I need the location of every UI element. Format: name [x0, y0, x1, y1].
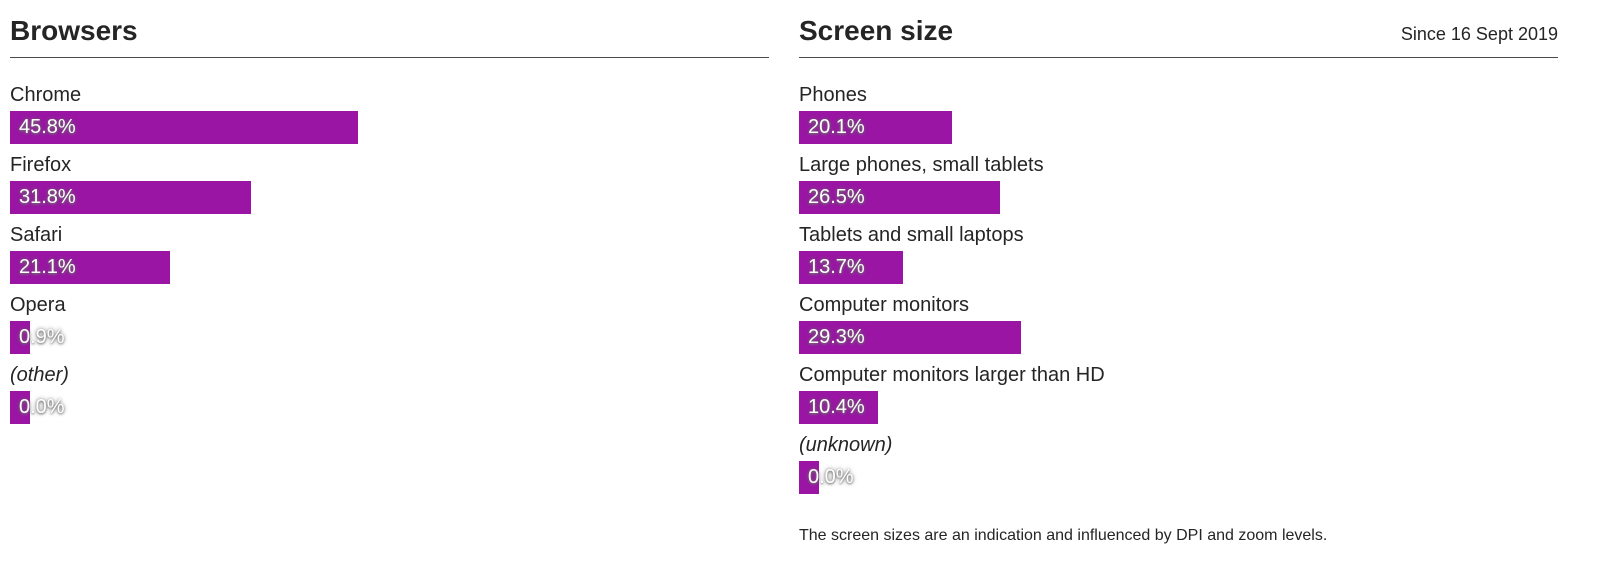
bar-rows-browsers: Chrome 45.8% Firefox 31.8% Safari 21.1% Opera 0…	[10, 83, 769, 424]
bar-value: 21.1%	[19, 256, 76, 278]
bar-row: Opera 0.9%	[10, 293, 769, 354]
bar-row: Tablets and small laptops 13.7%	[799, 223, 1558, 284]
bar-value: 20.1%	[808, 116, 865, 138]
bar-rows-screen-size: Phones 20.1% Large phones, small tablets 26…	[799, 83, 1558, 494]
bar-label: Firefox	[10, 154, 72, 176]
bar-row: Computer monitors 29.3%	[799, 293, 1558, 354]
bar-row: Firefox 31.8%	[10, 153, 769, 214]
bar-row: (unknown) 0.0%	[799, 433, 1558, 494]
bar-label: Computer monitors	[799, 294, 970, 316]
bar-label: (other)	[10, 364, 69, 386]
chart-browsers: Browsers Chrome 45.8% Firefox 31.8% Safari 21…	[10, 14, 769, 546]
bar-row: Safari 21.1%	[10, 223, 769, 284]
bar-value: 31.8%	[19, 186, 76, 208]
bar-row: Phones 20.1%	[799, 83, 1558, 144]
bar-value: 29.3%	[808, 326, 865, 348]
bar[interactable]: 0.0%	[10, 391, 65, 424]
bar-label: Large phones, small tablets	[799, 154, 1044, 176]
bar-label: Tablets and small laptops	[799, 224, 1024, 246]
chart-footnote-screen-size: The screen sizes are an indication and i…	[799, 527, 1328, 544]
bar[interactable]: 13.7%	[799, 251, 903, 284]
bar-row: (other) 0.0%	[10, 363, 769, 424]
bar[interactable]: 20.1%	[799, 111, 952, 144]
bar-row: Chrome 45.8%	[10, 83, 769, 144]
chart-screen-size: Screen size Since 16 Sept 2019 Phones 20.…	[799, 14, 1558, 546]
bar[interactable]: 29.3%	[799, 321, 1022, 354]
bar-label: Phones	[799, 84, 867, 106]
chart-browsers-header: Browsers	[10, 14, 769, 58]
bar-row: Computer monitors larger than HD 10.4%	[799, 363, 1558, 424]
bar-label: Computer monitors larger than HD	[799, 364, 1105, 386]
dashboard-charts: Browsers Chrome 45.8% Firefox 31.8% Safari 21…	[10, 14, 1558, 546]
chart-title-screen-size: Screen size	[799, 15, 954, 46]
bar[interactable]: 21.1%	[10, 251, 171, 284]
bar-value: 45.8%	[19, 116, 76, 138]
bar[interactable]: 26.5%	[799, 181, 1001, 214]
bar[interactable]: 45.8%	[10, 111, 358, 144]
bar-value: 10.4%	[808, 396, 865, 418]
bar-value: 0.0%	[19, 396, 65, 418]
bar-value: 0.9%	[19, 326, 65, 348]
bar[interactable]: 0.9%	[10, 321, 65, 354]
bar-row: Large phones, small tablets 26.5%	[799, 153, 1558, 214]
bar-label: Chrome	[10, 84, 82, 106]
bar-label: (unknown)	[799, 434, 893, 456]
bar-label: Safari	[10, 224, 63, 246]
chart-screen-size-header: Screen size Since 16 Sept 2019	[799, 14, 1558, 58]
bar-value: 0.0%	[808, 466, 854, 488]
bar[interactable]: 10.4%	[799, 391, 878, 424]
bar[interactable]: 31.8%	[10, 181, 252, 214]
bar-value: 26.5%	[808, 186, 865, 208]
bar-value: 13.7%	[808, 256, 865, 278]
chart-subtitle-since-date: Since 16 Sept 2019	[1400, 24, 1558, 44]
bar-label: Opera	[10, 294, 66, 316]
chart-title-browsers: Browsers	[10, 15, 138, 46]
bar[interactable]: 0.0%	[799, 461, 854, 494]
